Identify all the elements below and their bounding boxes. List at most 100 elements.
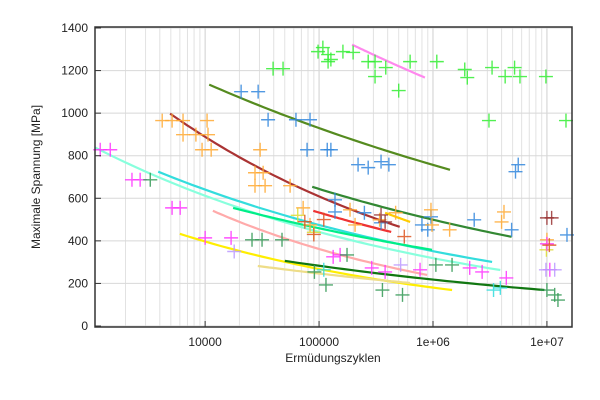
data-point xyxy=(300,142,315,157)
data-point xyxy=(255,232,270,247)
data-point xyxy=(378,264,393,279)
data-point xyxy=(327,192,342,207)
data-point xyxy=(445,257,460,272)
data-point xyxy=(306,227,321,242)
fit-curve xyxy=(284,259,545,292)
fit-curve xyxy=(311,185,512,238)
fit-curves xyxy=(94,43,545,292)
data-point xyxy=(321,54,336,69)
data-point xyxy=(188,127,203,142)
data-point xyxy=(201,127,216,142)
y-tick-label: 1000 xyxy=(61,106,88,120)
y-tick-label: 1200 xyxy=(61,64,88,78)
y-tick-label: 0 xyxy=(81,319,88,333)
data-point xyxy=(393,257,408,272)
data-point xyxy=(558,113,573,128)
data-point xyxy=(297,214,312,229)
data-point xyxy=(381,157,396,172)
data-point xyxy=(173,200,188,215)
fit-curve xyxy=(351,43,426,79)
data-point xyxy=(467,212,482,227)
data-point xyxy=(143,172,158,187)
data-point xyxy=(234,84,249,99)
fit-curve xyxy=(232,206,433,251)
data-point xyxy=(507,60,522,75)
x-axis-label: Ermüdungszyklen xyxy=(285,351,380,365)
data-point xyxy=(251,84,266,99)
data-point xyxy=(290,208,305,223)
fit-curve xyxy=(94,146,501,272)
data-point xyxy=(316,262,331,277)
data-point xyxy=(303,112,318,127)
fit-curve xyxy=(384,211,411,223)
y-tick-label: 200 xyxy=(68,276,88,290)
data-point xyxy=(512,69,527,84)
data-point xyxy=(327,204,342,219)
data-point xyxy=(423,202,438,217)
data-point xyxy=(343,202,358,217)
data-point xyxy=(475,264,490,279)
x-tick-label: 10000 xyxy=(188,335,222,349)
data-point xyxy=(323,142,338,157)
data-point xyxy=(511,157,526,172)
data-point xyxy=(261,112,276,127)
data-point xyxy=(283,178,298,193)
data-point xyxy=(539,236,554,251)
data-point xyxy=(504,222,519,237)
plot-frame xyxy=(94,26,573,328)
data-point xyxy=(457,62,472,77)
fit-curve xyxy=(179,232,453,292)
data-point xyxy=(253,142,268,157)
data-point xyxy=(326,249,341,264)
y-tick-label: 1400 xyxy=(61,21,88,35)
fit-curve xyxy=(208,83,451,171)
fit-curve xyxy=(312,209,392,233)
data-point xyxy=(485,60,500,75)
data-point xyxy=(499,270,514,285)
data-point xyxy=(258,178,273,193)
data-point xyxy=(397,229,412,244)
data-point xyxy=(315,40,330,55)
data-point xyxy=(462,260,477,275)
data-point xyxy=(276,61,291,76)
data-point xyxy=(204,142,219,157)
data-point xyxy=(544,210,559,225)
x-tick-label: 1e+07 xyxy=(530,335,564,349)
data-point xyxy=(103,142,118,157)
data-point xyxy=(288,112,303,127)
data-point xyxy=(176,127,191,142)
data-point xyxy=(348,217,363,232)
data-point xyxy=(351,157,366,172)
data-point xyxy=(494,214,509,229)
data-point xyxy=(542,238,557,253)
data-point xyxy=(346,45,361,60)
data-point xyxy=(375,283,390,298)
data-point xyxy=(357,205,372,220)
data-point xyxy=(391,83,406,98)
data-point xyxy=(198,230,213,245)
data-point xyxy=(200,113,215,128)
data-point xyxy=(550,293,565,308)
data-point xyxy=(538,69,553,84)
data-point xyxy=(176,113,191,128)
data-point xyxy=(368,54,383,69)
data-point xyxy=(323,52,338,67)
y-axis-label: Maximale Spannung [MPa] xyxy=(29,105,43,249)
data-point xyxy=(378,60,393,75)
data-point xyxy=(340,247,355,262)
data-point xyxy=(364,260,379,275)
data-point xyxy=(227,244,242,259)
fit-curve xyxy=(212,209,428,276)
data-point xyxy=(424,217,439,232)
data-point xyxy=(429,54,444,69)
data-point xyxy=(378,214,393,229)
data-point xyxy=(307,264,322,279)
data-point xyxy=(481,113,496,128)
x-tick-label: 1e+06 xyxy=(416,335,450,349)
data-point xyxy=(508,164,523,179)
fit-curve xyxy=(157,170,493,263)
data-point xyxy=(374,154,389,169)
data-point xyxy=(368,69,383,84)
data-point xyxy=(539,283,554,298)
